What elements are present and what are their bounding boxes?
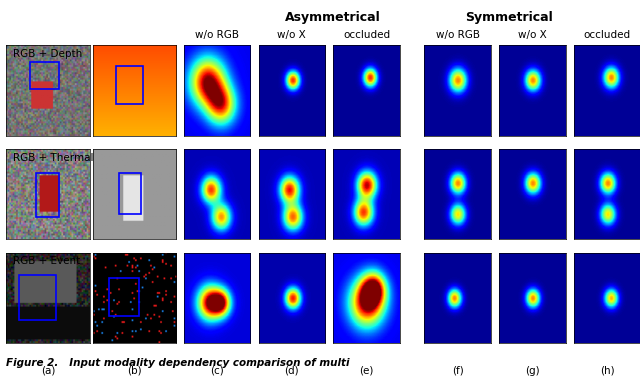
Text: RGB + Event: RGB + Event: [13, 256, 80, 267]
Text: (g): (g): [525, 366, 540, 376]
Text: w/o X: w/o X: [278, 30, 306, 40]
Text: RGB + Thermal: RGB + Thermal: [13, 153, 93, 163]
Text: (d): (d): [285, 366, 299, 376]
Bar: [120, 173, 141, 214]
Text: w/o RGB: w/o RGB: [436, 30, 479, 40]
Text: Symmetrical: Symmetrical: [465, 11, 553, 24]
Bar: [29, 61, 59, 89]
Bar: [109, 278, 139, 316]
Text: occluded: occluded: [584, 30, 631, 40]
Text: occluded: occluded: [343, 30, 390, 40]
Text: (e): (e): [360, 366, 374, 376]
Bar: [35, 173, 59, 217]
Text: (h): (h): [600, 366, 614, 376]
Text: (f): (f): [452, 366, 463, 376]
Text: w/o X: w/o X: [518, 30, 547, 40]
Text: (c): (c): [210, 366, 224, 376]
Bar: [19, 275, 56, 320]
Text: Asymmetrical: Asymmetrical: [285, 11, 381, 24]
Bar: [116, 66, 143, 104]
Text: (a): (a): [41, 366, 55, 376]
Text: (b): (b): [127, 366, 141, 376]
Text: RGB + Depth: RGB + Depth: [13, 49, 82, 59]
Text: Figure 2.   Input modality dependency comparison of multi: Figure 2. Input modality dependency comp…: [6, 358, 350, 368]
Text: w/o RGB: w/o RGB: [195, 30, 239, 40]
